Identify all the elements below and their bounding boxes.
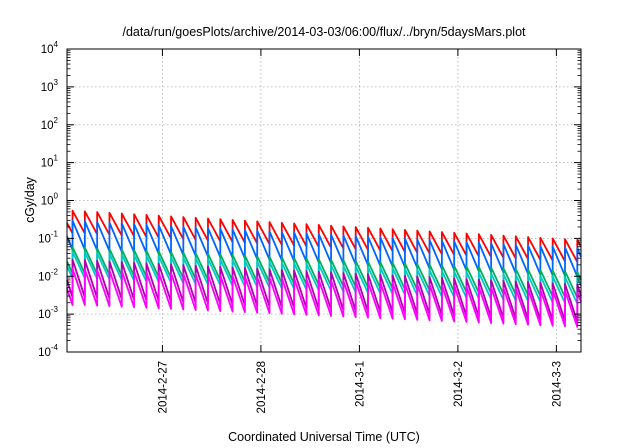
x-tick-label: 2014-2-27 (157, 361, 169, 413)
x-tick-label: 2014-3-2 (453, 361, 465, 407)
y-tick-label: 10-1 (38, 229, 58, 245)
x-tick-label: 2014-3-3 (551, 361, 563, 407)
series-line (66, 250, 582, 305)
y-tick-label: 100 (41, 192, 59, 208)
series-line (66, 267, 582, 328)
y-axis-ticks: 10-4 10-3 10-2 10-1 100 101 102 103 104 (38, 40, 581, 359)
y-tick-label: 103 (41, 78, 59, 94)
y-axis-label: cGy/day (23, 176, 37, 223)
series-layer (66, 209, 582, 328)
y-tick-label: 102 (41, 116, 59, 132)
series-line (66, 258, 582, 323)
y-tick-label: 10-2 (38, 267, 58, 283)
y-tick-label: 101 (41, 154, 59, 170)
y-tick-label: 10-3 (38, 305, 58, 321)
series-line (66, 219, 582, 278)
y-tick-label: 10-4 (38, 343, 58, 359)
x-axis-ticks: 2014-2-27 2014-2-28 2014-3-1 2014-3-2 2014-3… (157, 49, 563, 413)
x-tick-label: 2014-2-28 (256, 361, 268, 413)
chart-title: /data/run/goesPlots/archive/2014-03-03/0… (122, 25, 526, 39)
x-tick-label: 2014-3-1 (354, 361, 366, 407)
x-axis-label: Coordinated Universal Time (UTC) (228, 430, 420, 444)
series-line (66, 209, 582, 263)
y-tick-label: 104 (41, 40, 59, 56)
series-line (66, 246, 582, 299)
